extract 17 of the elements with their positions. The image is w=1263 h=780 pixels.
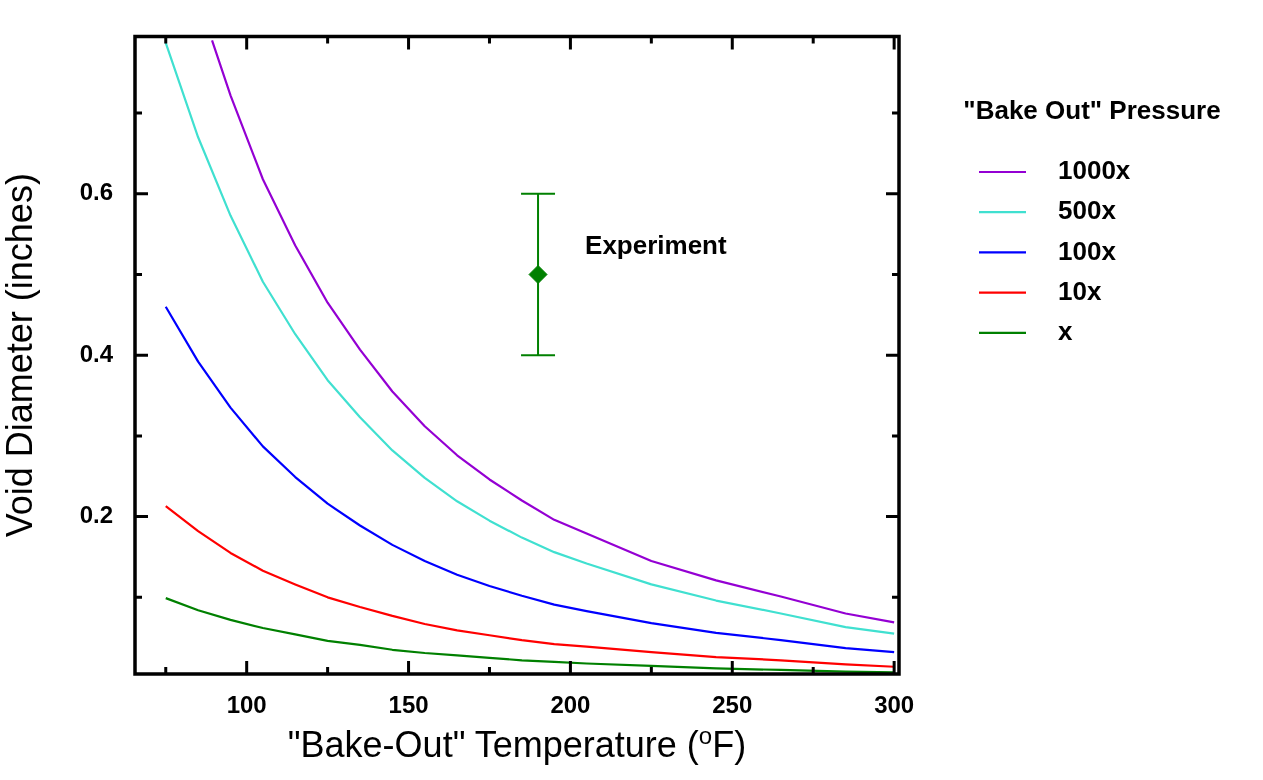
y-axis-title: Void Diameter (inches) xyxy=(0,173,40,538)
y-tick-label: 0.4 xyxy=(79,339,114,367)
legend-label: x xyxy=(1058,315,1073,346)
legend-label: 1000x xyxy=(1058,155,1131,186)
legend-label: 10x xyxy=(1058,275,1102,306)
x-tick-label: 200 xyxy=(550,691,591,719)
y-tick-label: 0.6 xyxy=(79,178,113,206)
y-tick-label: 0.2 xyxy=(79,501,113,529)
legend-title: "Bake Out" Pressure xyxy=(963,95,1221,126)
legend-label: 500x xyxy=(1058,195,1117,226)
x-tick-label: 250 xyxy=(712,691,753,719)
x-tick-label: 100 xyxy=(226,691,267,719)
series-label: Experiment xyxy=(585,229,727,260)
legend-label: 100x xyxy=(1058,235,1117,266)
x-tick-label: 150 xyxy=(388,691,429,719)
x-axis-title: "Bake-Out" Temperature ($^{o}$F) xyxy=(286,722,748,766)
x-tick-label: 300 xyxy=(874,691,915,719)
